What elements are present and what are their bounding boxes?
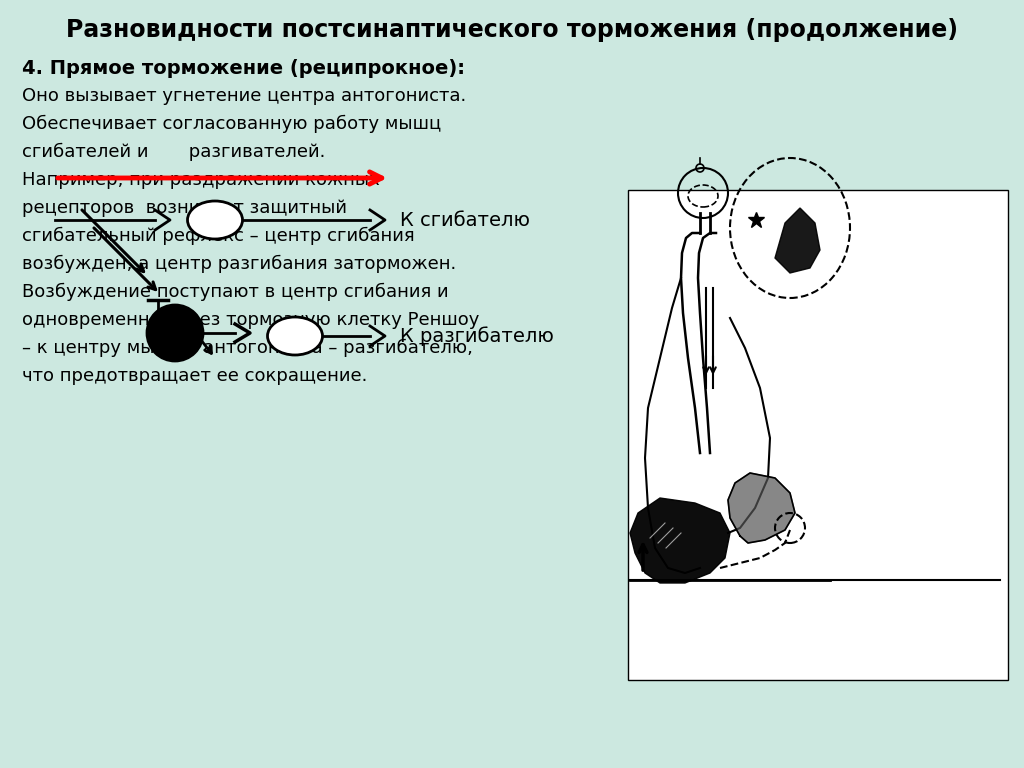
Text: – к центру мышцы антогониста – разгибателю,: – к центру мышцы антогониста – разгибате… bbox=[22, 339, 473, 357]
Text: Оно вызывает угнетение центра антогониста.: Оно вызывает угнетение центра антогонист… bbox=[22, 87, 466, 105]
Text: Обеспечивает согласованную работу мышц: Обеспечивает согласованную работу мышц bbox=[22, 115, 441, 133]
Text: рецепторов  возникает защитный: рецепторов возникает защитный bbox=[22, 199, 347, 217]
Text: К разгибателю: К разгибателю bbox=[400, 326, 554, 346]
Text: 4. Прямое торможение (реципрокное):: 4. Прямое торможение (реципрокное): bbox=[22, 58, 465, 78]
Text: Например, при раздражении кожных: Например, при раздражении кожных bbox=[22, 171, 380, 189]
Text: К сгибателю: К сгибателю bbox=[400, 210, 530, 230]
Polygon shape bbox=[728, 473, 795, 543]
Text: сгибательный рефлекс – центр сгибания: сгибательный рефлекс – центр сгибания bbox=[22, 227, 415, 245]
Ellipse shape bbox=[187, 201, 243, 239]
Polygon shape bbox=[775, 208, 820, 273]
Ellipse shape bbox=[267, 317, 323, 355]
Text: одновременно через тормозную клетку Реншоу: одновременно через тормозную клетку Ренш… bbox=[22, 311, 479, 329]
Text: что предотвращает ее сокращение.: что предотвращает ее сокращение. bbox=[22, 367, 368, 385]
Text: сгибателей и       разгивателей.: сгибателей и разгивателей. bbox=[22, 143, 326, 161]
Text: Разновидности постсинаптического торможения (продолжение): Разновидности постсинаптического торможе… bbox=[66, 18, 958, 42]
Text: возбужден, а центр разгибания заторможен.: возбужден, а центр разгибания заторможен… bbox=[22, 255, 457, 273]
Circle shape bbox=[147, 305, 203, 361]
Text: Возбуждение поступают в центр сгибания и: Возбуждение поступают в центр сгибания и bbox=[22, 283, 449, 301]
Polygon shape bbox=[630, 498, 730, 583]
Bar bbox=[628, 190, 1008, 680]
